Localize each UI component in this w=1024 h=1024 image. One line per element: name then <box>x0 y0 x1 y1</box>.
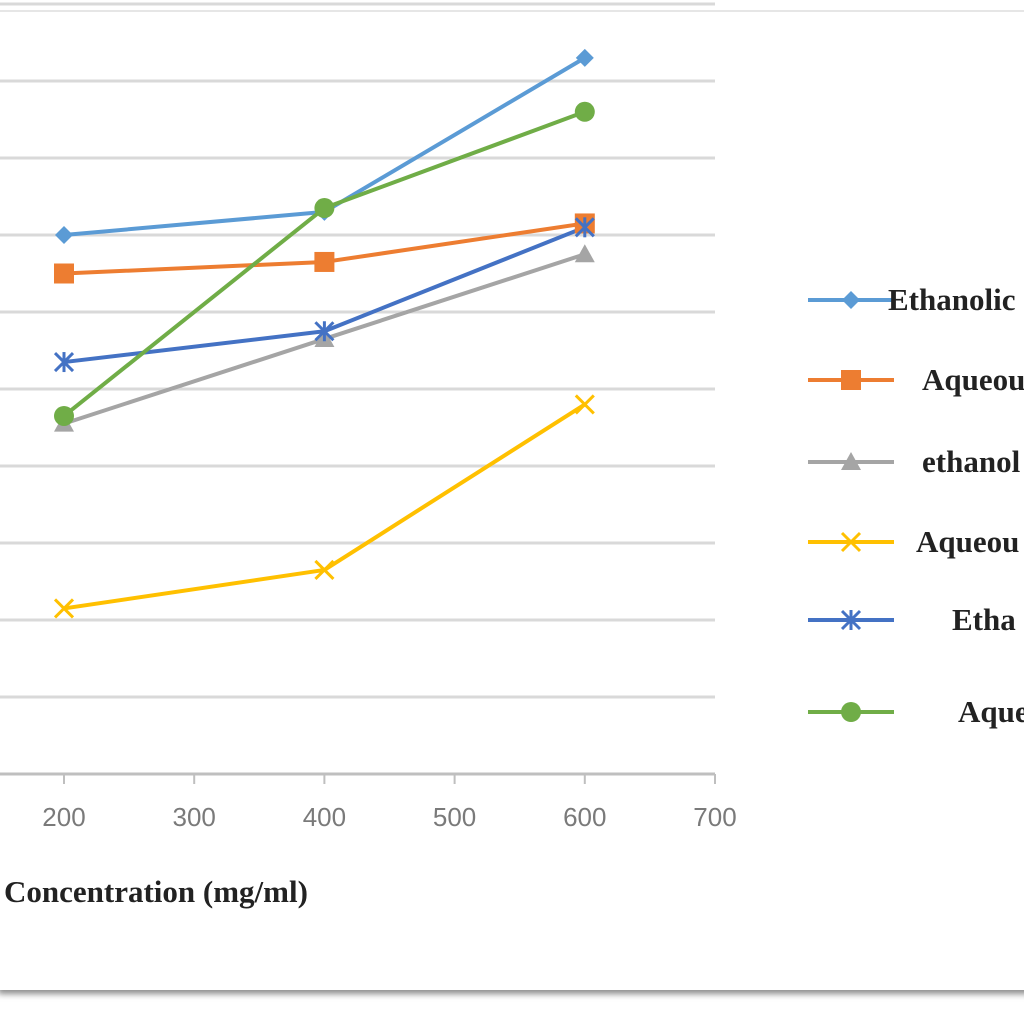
data-point <box>314 559 335 581</box>
data-point <box>314 251 335 272</box>
data-point <box>842 291 860 309</box>
data-point <box>841 370 861 390</box>
x-tick-label: 700 <box>693 802 736 832</box>
marker-stroke <box>574 394 595 415</box>
gridlines <box>0 2 715 776</box>
legend: Ethanolic Aqueou ethanol Aqueou Etha Aque <box>808 282 1024 729</box>
x-tick-label: 200 <box>42 802 85 832</box>
data-point <box>841 452 861 470</box>
data-point <box>55 226 73 244</box>
x-axis-label: Concentration (mg/ml) <box>4 874 308 909</box>
data-point <box>574 244 595 263</box>
marker-stroke <box>840 531 862 553</box>
legend-label: Aqueou <box>916 524 1019 559</box>
chart-frame <box>0 10 1024 990</box>
legend-label: Aque <box>958 694 1024 729</box>
legend-label: ethanol <box>922 444 1021 479</box>
data-point <box>575 48 594 67</box>
data-point <box>53 598 75 619</box>
series-line <box>63 402 586 611</box>
legend-label: Etha <box>952 602 1016 637</box>
marker-stroke <box>53 598 75 619</box>
data-point <box>841 702 861 722</box>
legend-label: Ethanolic <box>888 282 1015 317</box>
data-point <box>53 351 75 373</box>
x-tick-label: 500 <box>433 802 476 832</box>
x-tick-label: 300 <box>173 802 216 832</box>
data-point <box>54 263 74 284</box>
x-axis: 200 300 400 500 600 700 <box>42 774 737 832</box>
data-point <box>54 405 74 426</box>
data-point <box>840 609 862 631</box>
data-point <box>840 531 862 553</box>
series-markers <box>53 48 595 619</box>
data-point <box>574 217 595 238</box>
x-tick-label: 600 <box>563 802 606 832</box>
data-point <box>574 101 595 122</box>
data-point <box>314 198 335 219</box>
marker-stroke <box>314 559 335 581</box>
x-tick-label: 400 <box>303 802 346 832</box>
data-point <box>314 321 335 342</box>
data-point <box>574 394 595 415</box>
legend-label: Aqueou <box>922 362 1024 397</box>
